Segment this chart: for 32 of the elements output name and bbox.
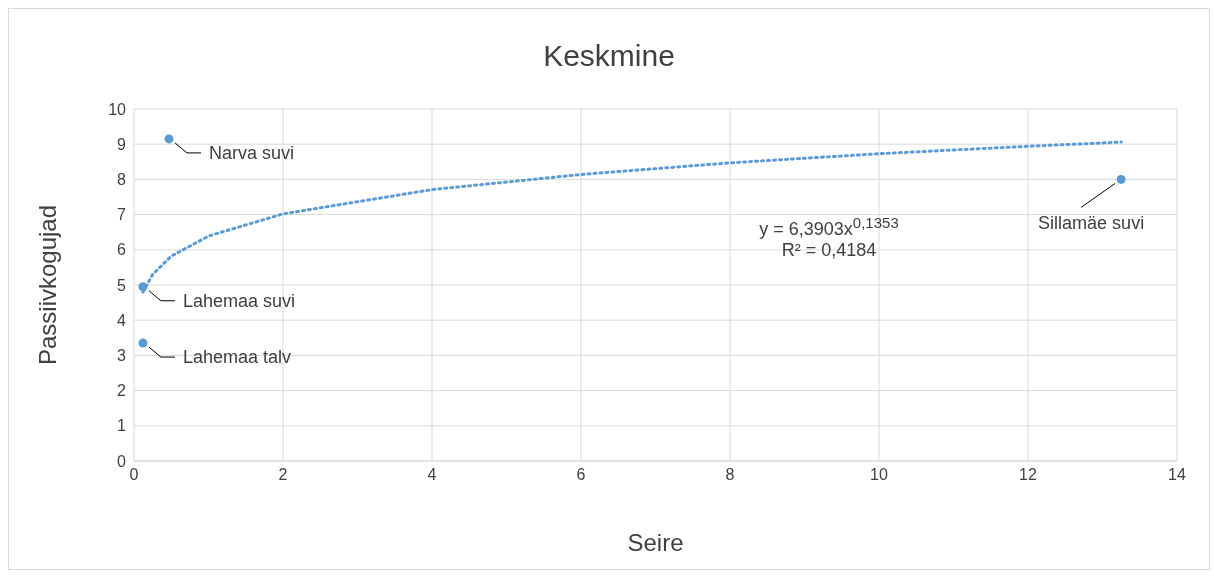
annotation: Narva suvi [209, 142, 295, 163]
point [138, 282, 148, 292]
x-tick-label: 10 [870, 466, 888, 484]
y-tick-label: 3 [117, 347, 127, 365]
annotation: Lahemaa suvi [182, 290, 296, 311]
x-tick-label: 12 [1019, 466, 1037, 484]
x-axis-title: Seire [626, 529, 685, 557]
y-tick-label: 9 [117, 135, 127, 153]
y-tick-label: 4 [117, 311, 127, 329]
y-tick-label: 1 [117, 417, 127, 435]
annotation: Sillamäe suvi [1038, 213, 1145, 234]
chart-title: Keskmine [542, 39, 676, 73]
y-tick-label: 8 [117, 171, 127, 189]
y-tick-label: 10 [108, 100, 127, 118]
point [1116, 174, 1126, 184]
y-tick-label: 5 [117, 276, 127, 294]
point [138, 338, 148, 348]
x-tick-label: 14 [1168, 466, 1186, 484]
y-axis-title: Passiivkogujad [34, 203, 62, 368]
y-tick-label: 0 [117, 452, 127, 470]
x-tick-label: 6 [576, 466, 586, 484]
annotation: R² = 0,4184 [780, 240, 878, 261]
y-tick-label: 6 [117, 241, 127, 259]
y-tick-label: 7 [117, 206, 127, 224]
x-tick-label: 2 [278, 466, 288, 484]
point [164, 134, 174, 144]
annotation: y = 6,3903x$^{0,1353}$ [758, 214, 900, 240]
x-tick-label: 4 [427, 466, 437, 484]
x-tick-label: 0 [129, 466, 139, 484]
y-tick-label: 2 [117, 382, 127, 400]
annotation: Lahemaa talv [182, 347, 292, 368]
x-tick-label: 8 [725, 466, 735, 484]
